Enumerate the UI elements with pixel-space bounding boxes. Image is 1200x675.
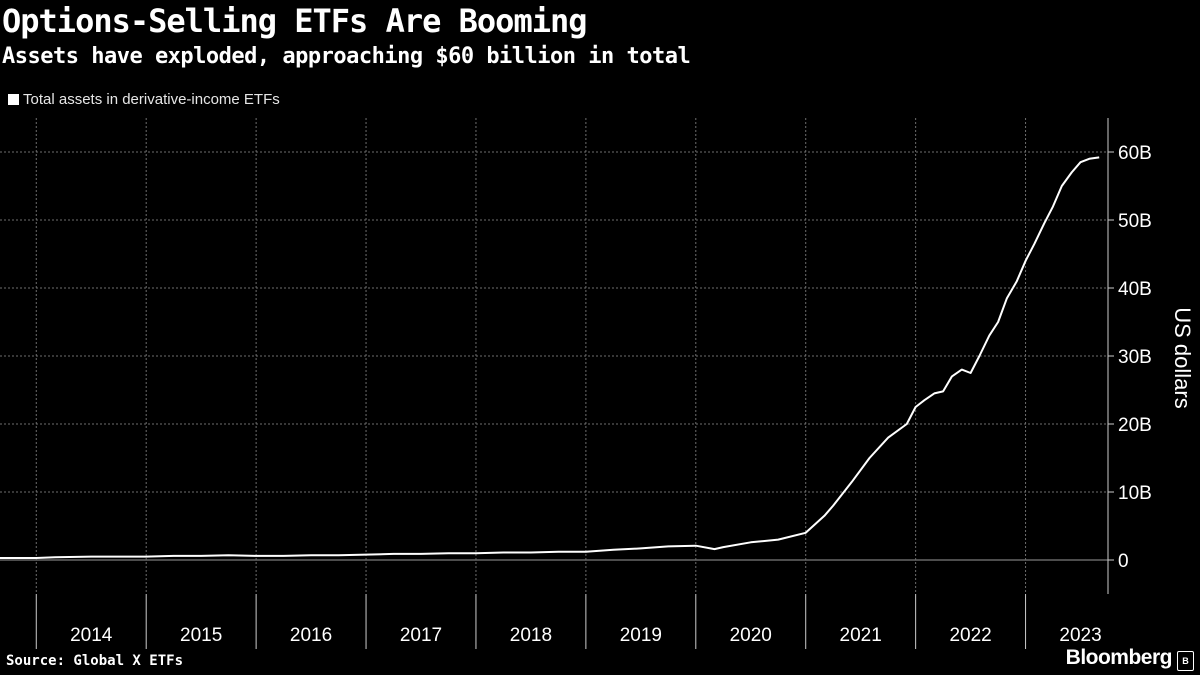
y-tick-label: 60B xyxy=(1118,143,1152,164)
series-line xyxy=(0,156,1100,559)
x-tick-label: 2022 xyxy=(949,625,991,646)
x-tick-label: 2015 xyxy=(180,625,222,646)
y-tick-label: 50B xyxy=(1118,211,1152,232)
y-tick-label: 10B xyxy=(1118,483,1152,504)
x-tick-label: 2017 xyxy=(400,625,442,646)
chart-title: Options-Selling ETFs Are Booming xyxy=(2,2,587,40)
chart-subtitle: Assets have exploded, approaching $60 bi… xyxy=(2,44,691,69)
bloomberg-box-icon: B xyxy=(1177,651,1194,671)
legend-swatch xyxy=(8,94,19,105)
x-tick-label: 2014 xyxy=(70,625,113,646)
source-note: Source: Global X ETFs xyxy=(6,653,184,669)
y-tick-label: 40B xyxy=(1118,279,1152,300)
y-axis-label: US dollars xyxy=(1170,307,1195,409)
y-tick-label: 20B xyxy=(1118,415,1152,436)
x-tick-label: 2018 xyxy=(510,625,552,646)
x-tick-label: 2021 xyxy=(840,625,882,646)
x-tick-label: 2016 xyxy=(290,625,332,646)
chart-legend: Total assets in derivative-income ETFs xyxy=(8,91,280,108)
y-tick-label: 30B xyxy=(1118,347,1152,368)
x-tick-label: 2019 xyxy=(620,625,662,646)
legend-label: Total assets in derivative-income ETFs xyxy=(23,91,280,108)
y-tick-label: 0 xyxy=(1118,551,1129,572)
bloomberg-logo: Bloomberg xyxy=(1065,646,1173,669)
x-tick-label: 2020 xyxy=(730,625,772,646)
x-tick-label: 2023 xyxy=(1059,625,1101,646)
